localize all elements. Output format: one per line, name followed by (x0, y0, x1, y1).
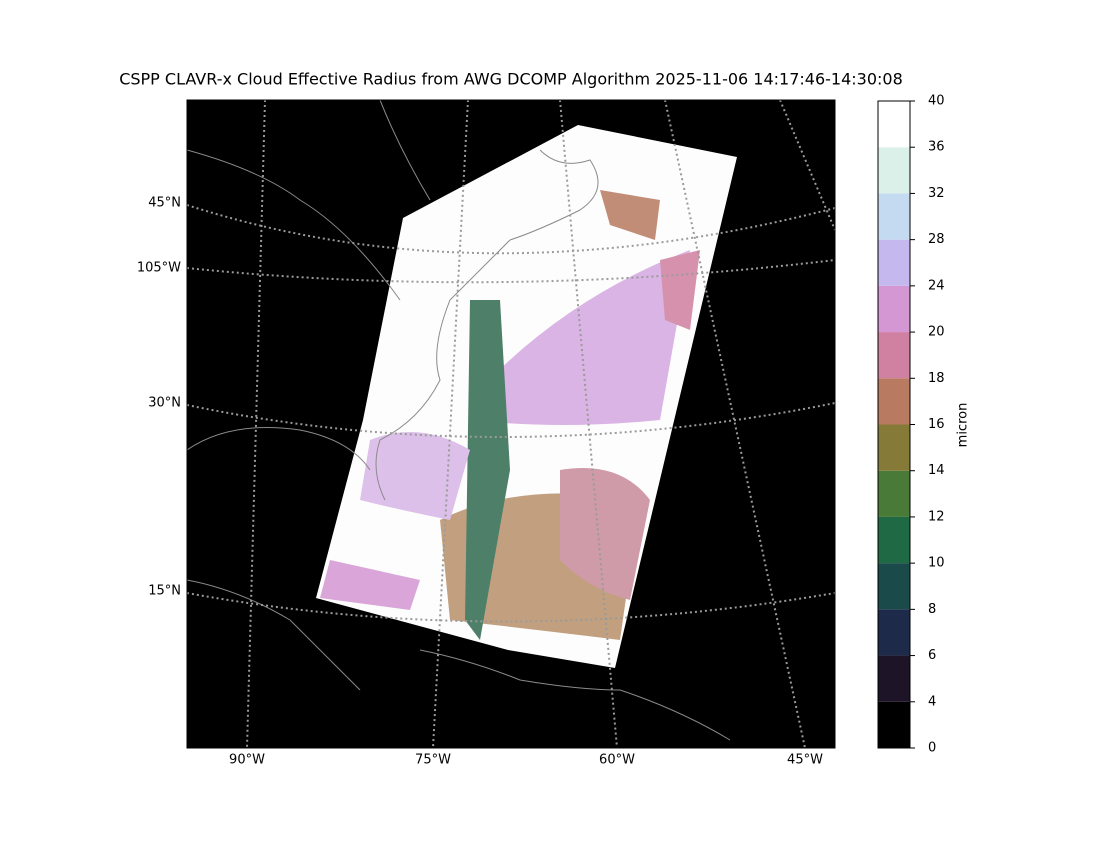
colorbar-tick-label: 20 (928, 325, 945, 340)
colorbar-tick-label: 0 (928, 741, 936, 756)
colorbar-tick-label: 18 (928, 371, 945, 386)
colorbar-segment (878, 193, 910, 240)
colorbar-tick-label: 10 (928, 556, 945, 571)
colorbar-segment (878, 470, 910, 517)
colorbar-tick-label: 28 (928, 232, 945, 247)
title: CSPP CLAVR-x Cloud Effective Radius from… (119, 70, 903, 89)
colorbar-segment (878, 655, 910, 702)
lon-label: 90°W (229, 753, 265, 768)
lon-label: 45°W (787, 753, 823, 768)
colorbar-tick-label: 24 (928, 278, 945, 293)
colorbar-tick-label: 40 (928, 94, 945, 109)
colorbar-segment (878, 378, 910, 425)
colorbar-tick-label: 16 (928, 417, 945, 432)
colorbar-tick-label: 12 (928, 509, 945, 524)
colorbar-segment (878, 285, 910, 333)
colorbar-segment (878, 609, 910, 656)
cloud-patches (320, 190, 700, 640)
map-frame (186, 99, 836, 749)
lon-label: 60°W (599, 753, 635, 768)
lat-label: 45°N (148, 196, 181, 211)
colorbar-tick-label: 32 (928, 186, 945, 201)
colorbar-segment (878, 563, 910, 610)
map (187, 100, 835, 748)
colorbar-segment (878, 332, 910, 379)
colorbar-segment (878, 147, 910, 194)
colorbar-segment (878, 239, 910, 286)
colorbar-tick-label: 4 (928, 694, 936, 709)
lon-label: 75°W (415, 753, 451, 768)
lat-label: 15°N (148, 584, 181, 599)
colorbar-segment (878, 101, 910, 148)
colorbar-label: micron (956, 403, 971, 448)
colorbar-tick-label: 6 (928, 648, 936, 663)
lat-label: 105°W (137, 261, 181, 276)
colorbar-segment (878, 701, 910, 748)
colorbar-segment (878, 424, 910, 471)
colorbar-segment (878, 516, 910, 564)
colorbar-tick-label: 14 (928, 463, 945, 478)
colorbar-tick-label: 8 (928, 602, 936, 617)
colorbar-tick-label: 36 (928, 140, 945, 155)
lat-label: 30°N (148, 396, 181, 411)
